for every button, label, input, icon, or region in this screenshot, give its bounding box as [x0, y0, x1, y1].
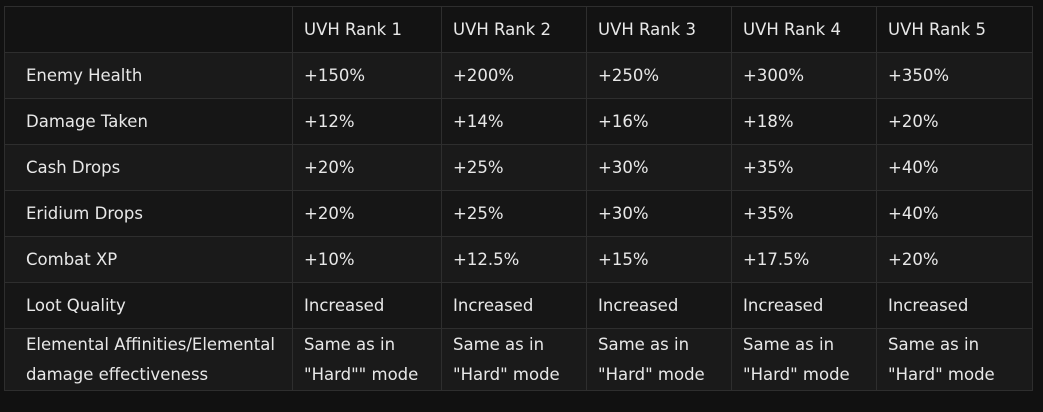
table-cell: +200% [441, 52, 587, 99]
row-label: Damage Taken [4, 98, 293, 145]
cell-line: Same as in [888, 335, 980, 354]
table-cell: +20% [292, 144, 442, 191]
table-cell: +250% [586, 52, 732, 99]
table-cell: +15% [586, 236, 732, 283]
table-row-combat-xp: Combat XP +10% +12.5% +15% +17.5% +20% [4, 236, 1033, 283]
cell-line: Same as in [743, 335, 835, 354]
table-cell: Same as in "Hard" mode [586, 328, 732, 391]
table-cell: +25% [441, 144, 587, 191]
table-cell: Increased [292, 282, 442, 329]
table-cell: +150% [292, 52, 442, 99]
table-cell: +350% [876, 52, 1033, 99]
header-cell-rank-3: UVH Rank 3 [586, 6, 732, 53]
table-cell: +35% [731, 190, 877, 237]
header-row: UVH Rank 1 UVH Rank 2 UVH Rank 3 UVH Ran… [4, 6, 1033, 53]
table-cell: +35% [731, 144, 877, 191]
header-cell-rank-5: UVH Rank 5 [876, 6, 1033, 53]
table-cell: +20% [876, 236, 1033, 283]
table-cell: +14% [441, 98, 587, 145]
table-row-damage-taken: Damage Taken +12% +14% +16% +18% +20% [4, 98, 1033, 145]
table-row-eridium-drops: Eridium Drops +20% +25% +30% +35% +40% [4, 190, 1033, 237]
row-label: Elemental Affinities/Elemental damage ef… [4, 328, 293, 391]
table-cell: +20% [876, 98, 1033, 145]
row-label: Loot Quality [4, 282, 293, 329]
header-cell-empty [4, 6, 293, 53]
table-cell: Increased [876, 282, 1033, 329]
cell-line: "Hard" mode [453, 365, 560, 384]
cell-line: "Hard"" mode [304, 365, 419, 384]
table-cell: +16% [586, 98, 732, 145]
cell-line: "Hard" mode [598, 365, 705, 384]
header-cell-rank-4: UVH Rank 4 [731, 6, 877, 53]
table-cell: +18% [731, 98, 877, 145]
header-cell-rank-2: UVH Rank 2 [441, 6, 587, 53]
cell-line: "Hard" mode [743, 365, 850, 384]
row-label-line: damage effectiveness [26, 365, 209, 384]
row-label-line: Elemental Affinities/Elemental [26, 335, 275, 354]
row-label: Enemy Health [4, 52, 293, 99]
table-cell: +10% [292, 236, 442, 283]
table-cell: Same as in "Hard" mode [876, 328, 1033, 391]
table-cell: +40% [876, 144, 1033, 191]
table-row-cash-drops: Cash Drops +20% +25% +30% +35% +40% [4, 144, 1033, 191]
header-cell-rank-1: UVH Rank 1 [292, 6, 442, 53]
row-label: Combat XP [4, 236, 293, 283]
table-cell: Same as in "Hard" mode [731, 328, 877, 391]
table-row-enemy-health: Enemy Health +150% +200% +250% +300% +35… [4, 52, 1033, 99]
table-cell: +12.5% [441, 236, 587, 283]
table-cell: +12% [292, 98, 442, 145]
uvh-table-container: UVH Rank 1 UVH Rank 2 UVH Rank 3 UVH Ran… [4, 6, 1033, 391]
table-cell: Increased [441, 282, 587, 329]
row-label: Cash Drops [4, 144, 293, 191]
table-cell: +30% [586, 144, 732, 191]
table-row-loot-quality: Loot Quality Increased Increased Increas… [4, 282, 1033, 329]
cell-line: Same as in [304, 335, 396, 354]
cell-line: "Hard" mode [888, 365, 995, 384]
table-cell: Increased [586, 282, 732, 329]
cell-line: Same as in [598, 335, 690, 354]
table-cell: +30% [586, 190, 732, 237]
table-row-elemental: Elemental Affinities/Elemental damage ef… [4, 328, 1033, 391]
row-label: Eridium Drops [4, 190, 293, 237]
table-cell: +40% [876, 190, 1033, 237]
table-cell: +300% [731, 52, 877, 99]
table-cell: Same as in "Hard"" mode [292, 328, 442, 391]
table-cell: +25% [441, 190, 587, 237]
table-cell: Increased [731, 282, 877, 329]
cell-line: Same as in [453, 335, 545, 354]
table-cell: +17.5% [731, 236, 877, 283]
uvh-rank-table: UVH Rank 1 UVH Rank 2 UVH Rank 3 UVH Ran… [4, 6, 1033, 391]
table-cell: Same as in "Hard" mode [441, 328, 587, 391]
table-cell: +20% [292, 190, 442, 237]
